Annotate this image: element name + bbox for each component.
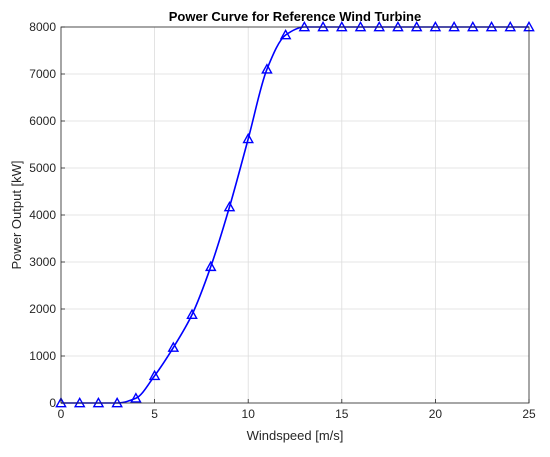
y-tick-label: 2000 bbox=[29, 302, 56, 316]
data-point-triangle bbox=[504, 20, 517, 32]
data-point-triangle bbox=[73, 396, 86, 408]
data-point-triangle bbox=[148, 369, 161, 381]
x-axis-label: Windspeed [m/s] bbox=[247, 428, 344, 443]
chart-title: Power Curve for Reference Wind Turbine bbox=[169, 9, 421, 24]
data-point-triangle bbox=[448, 20, 460, 32]
y-tick-label: 0 bbox=[49, 396, 56, 410]
y-tick-label: 7000 bbox=[29, 67, 56, 81]
data-point-triangle bbox=[242, 132, 254, 144]
x-tick-label: 5 bbox=[151, 407, 158, 421]
y-tick-label: 1000 bbox=[29, 349, 56, 363]
x-tick-label: 10 bbox=[242, 407, 256, 421]
x-tick-label: 15 bbox=[335, 407, 349, 421]
data-point-triangle bbox=[111, 396, 123, 408]
data-point-triangle bbox=[467, 20, 479, 32]
markers-layer bbox=[55, 20, 535, 408]
data-point-triangle bbox=[130, 392, 142, 403]
data-point-triangle bbox=[167, 341, 180, 352]
y-tick-label: 3000 bbox=[29, 255, 56, 269]
data-point-triangle bbox=[373, 20, 386, 32]
data-point-triangle bbox=[186, 308, 198, 320]
data-point-triangle bbox=[485, 20, 498, 32]
y-tick-label: 5000 bbox=[29, 161, 56, 175]
data-point-triangle bbox=[261, 63, 273, 74]
data-point-triangle bbox=[336, 20, 348, 32]
data-point-triangle bbox=[298, 20, 311, 32]
data-point-triangle bbox=[410, 20, 423, 32]
ticks: 0 5 10 15 20 25 0 1000 2000 3000 4000 5000 6000 7000 8… bbox=[29, 20, 536, 421]
data-point-triangle bbox=[92, 396, 105, 408]
y-tick-label: 6000 bbox=[29, 114, 56, 128]
data-point-triangle bbox=[55, 396, 67, 408]
x-tick-label: 0 bbox=[58, 407, 65, 421]
data-point-triangle bbox=[392, 20, 404, 32]
y-axis-label: Power Output [kW] bbox=[9, 160, 24, 269]
data-point-triangle bbox=[429, 20, 442, 32]
data-point-triangle bbox=[354, 20, 367, 32]
y-tick-label: 4000 bbox=[29, 208, 56, 222]
y-tick-label: 8000 bbox=[29, 20, 56, 34]
x-tick-label: 25 bbox=[522, 407, 536, 421]
x-tick-label: 20 bbox=[429, 407, 443, 421]
data-point-triangle bbox=[279, 28, 292, 40]
data-point-triangle bbox=[223, 200, 236, 212]
data-point-triangle bbox=[204, 260, 217, 272]
data-point-triangle bbox=[317, 20, 329, 32]
